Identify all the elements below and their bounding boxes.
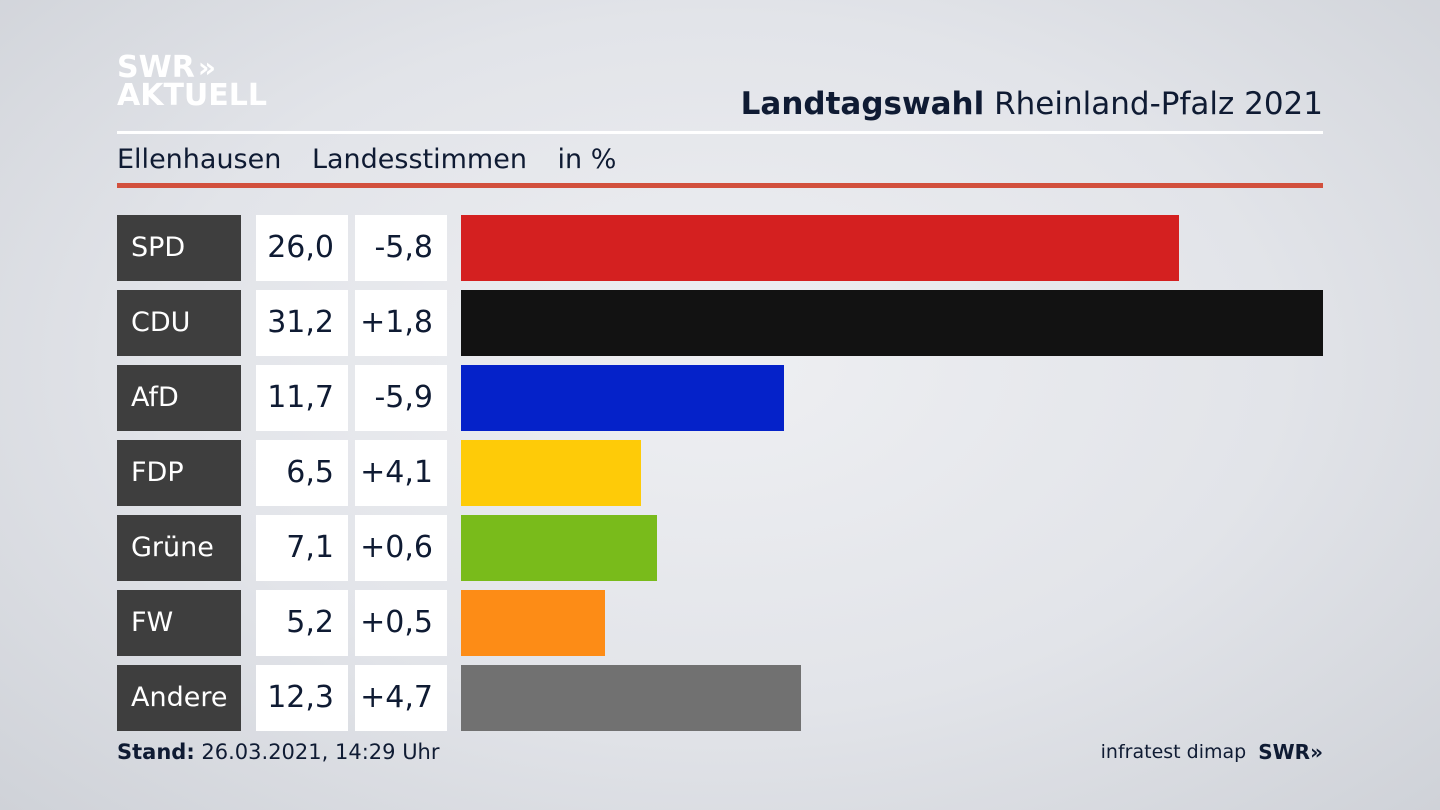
party-label: SPD [117, 215, 241, 281]
bar-row: FDP 6,5 +4,1 [117, 440, 1323, 506]
party-label: Grüne [117, 515, 241, 581]
party-label: Andere [117, 665, 241, 731]
bar-mark [461, 515, 657, 581]
subtitle-place: Ellenhausen [117, 144, 282, 175]
value-label: 31,2 [256, 290, 348, 356]
subtitle-kind: Landesstimmen [311, 144, 527, 175]
source-text: infratest dimap [1100, 741, 1247, 763]
logo-swr-text: SWR [117, 50, 195, 85]
diff-label: +4,1 [355, 440, 447, 506]
bar-row: Andere 12,3 +4,7 [117, 665, 1323, 731]
bar-mark [461, 665, 801, 731]
value-label: 7,1 [256, 515, 348, 581]
source-credit: infratest dimap SWR» [1101, 740, 1323, 764]
bar-mark [461, 440, 641, 506]
bar-row: SPD 26,0 -5,8 [117, 215, 1323, 281]
value-label: 6,5 [256, 440, 348, 506]
value-label: 5,2 [256, 590, 348, 656]
accent-divider [117, 183, 1323, 188]
stand-label: Stand: [117, 740, 195, 764]
stand-value: 26.03.2021, 14:29 Uhr [201, 740, 440, 764]
swr-logo-small: SWR» [1258, 740, 1323, 764]
swr-aktuell-logo: SWR» AKTUELL [117, 50, 268, 113]
value-label: 11,7 [256, 365, 348, 431]
bar-mark [461, 590, 605, 656]
logo-aktuell-text: AKTUELL [117, 77, 268, 113]
timestamp: Stand: 26.03.2021, 14:29 Uhr [117, 740, 440, 764]
bar-row: Grüne 7,1 +0,6 [117, 515, 1323, 581]
diff-label: -5,9 [355, 365, 447, 431]
bar-row: AfD 11,7 -5,9 [117, 365, 1323, 431]
diff-label: -5,8 [355, 215, 447, 281]
party-label: FDP [117, 440, 241, 506]
value-label: 12,3 [256, 665, 348, 731]
bar-mark [461, 215, 1179, 281]
party-label: AfD [117, 365, 241, 431]
title-bold: Landtagswahl [740, 86, 985, 122]
diff-label: +1,8 [355, 290, 447, 356]
page-title: Landtagswahl Rheinland-Pfalz 2021 [741, 86, 1323, 122]
chart-subtitle: Ellenhausen Landesstimmen in % [117, 144, 638, 175]
diff-label: +4,7 [355, 665, 447, 731]
party-label: FW [117, 590, 241, 656]
diff-label: +0,5 [355, 590, 447, 656]
header-divider [117, 131, 1323, 134]
value-label: 26,0 [256, 215, 348, 281]
diff-label: +0,6 [355, 515, 447, 581]
subtitle-unit: in % [557, 144, 617, 175]
bar-row: FW 5,2 +0,5 [117, 590, 1323, 656]
bar-row: CDU 31,2 +1,8 [117, 290, 1323, 356]
title-rest: Rheinland-Pfalz 2021 [994, 86, 1323, 122]
bar-mark [461, 290, 1323, 356]
logo-chevron-icon: » [197, 50, 216, 84]
party-label: CDU [117, 290, 241, 356]
bar-mark [461, 365, 784, 431]
